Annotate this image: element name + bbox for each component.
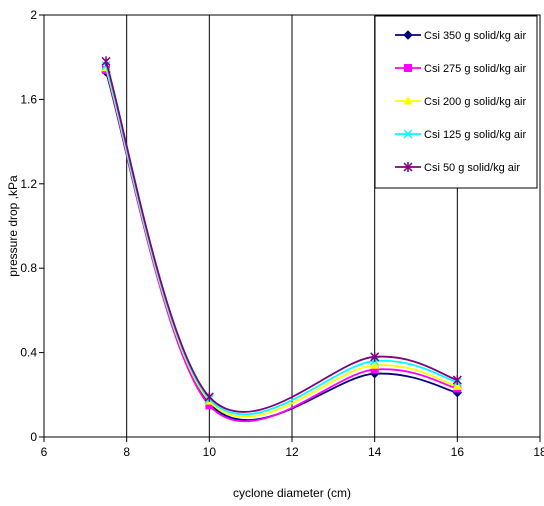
legend-swatch-marker <box>403 95 413 105</box>
legend-swatch-marker <box>403 162 413 172</box>
data-point <box>370 351 380 362</box>
y-axis-title: pressure drop ,kPa <box>6 175 20 277</box>
legend-label: Csi 125 g solid/kg air <box>424 129 526 141</box>
legend: Csi 350 g solid/kg air Csi 275 g solid/kg… <box>374 15 538 189</box>
legend-swatch-marker <box>403 129 413 139</box>
x-tick-label: 8 <box>123 445 130 459</box>
legend-label: Csi 50 g solid/kg air <box>424 162 520 174</box>
legend-label: Csi 200 g solid/kg air <box>424 96 526 108</box>
legend-item: Csi 275 g solid/kg air <box>395 63 526 75</box>
legend-item: Csi 350 g solid/kg air <box>395 30 526 42</box>
legend-label: Csi 275 g solid/kg air <box>424 63 526 75</box>
data-point <box>204 391 214 402</box>
x-axis-title: cyclone diameter (cm) <box>233 486 351 500</box>
y-tick-label: 2 <box>30 8 37 22</box>
y-tick-label: 0 <box>30 430 37 444</box>
legend-swatch-marker <box>403 30 413 40</box>
series-line <box>105 61 458 413</box>
data-point <box>101 56 111 67</box>
data-point <box>369 360 380 369</box>
legend-label: Csi 350 g solid/kg air <box>424 30 526 42</box>
y-tick-label: 1.6 <box>20 92 37 106</box>
x-tick-label: 18 <box>533 445 544 459</box>
x-tick-label: 6 <box>41 445 48 459</box>
x-tick-label: 12 <box>285 445 299 459</box>
axis-layer: 6 8 10 12 14 16 18 0 0.4 0.8 1.2 1.6 2 <box>20 8 544 459</box>
legend-item: Csi 200 g solid/kg air <box>395 95 526 108</box>
legend-swatch-marker <box>404 64 412 72</box>
y-tick-label: 0.4 <box>20 346 37 360</box>
legend-item: Csi 125 g solid/kg air <box>395 129 526 141</box>
x-tick-label: 10 <box>203 445 217 459</box>
data-point <box>452 381 463 390</box>
series-5 <box>101 56 462 413</box>
legend-item: Csi 50 g solid/kg air <box>395 162 520 174</box>
x-tick-label: 14 <box>368 445 382 459</box>
x-tick-label: 16 <box>451 445 465 459</box>
y-tick-label: 0.8 <box>20 261 37 275</box>
data-point <box>452 375 462 386</box>
legend-box <box>374 15 538 189</box>
y-tick-label: 1.2 <box>20 177 37 191</box>
series-layer <box>101 56 463 422</box>
